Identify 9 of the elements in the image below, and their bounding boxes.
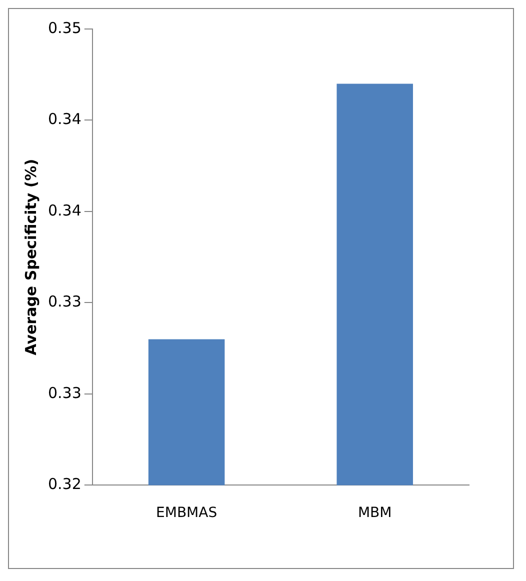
y-tick-label: 0.34: [48, 201, 82, 220]
y-tick-label: 0.33: [48, 384, 82, 402]
y-tick-label: 0.32: [48, 475, 82, 494]
y-tick-label: 0.35: [48, 18, 82, 37]
y-tick-label: 0.34: [48, 110, 82, 128]
y-tick-label: 0.33: [48, 292, 82, 311]
x-tick-label: MBM: [358, 505, 392, 522]
y-axis-title: Average Specificity (%): [22, 158, 40, 356]
x-tick-label: EMBMAS: [156, 505, 218, 522]
